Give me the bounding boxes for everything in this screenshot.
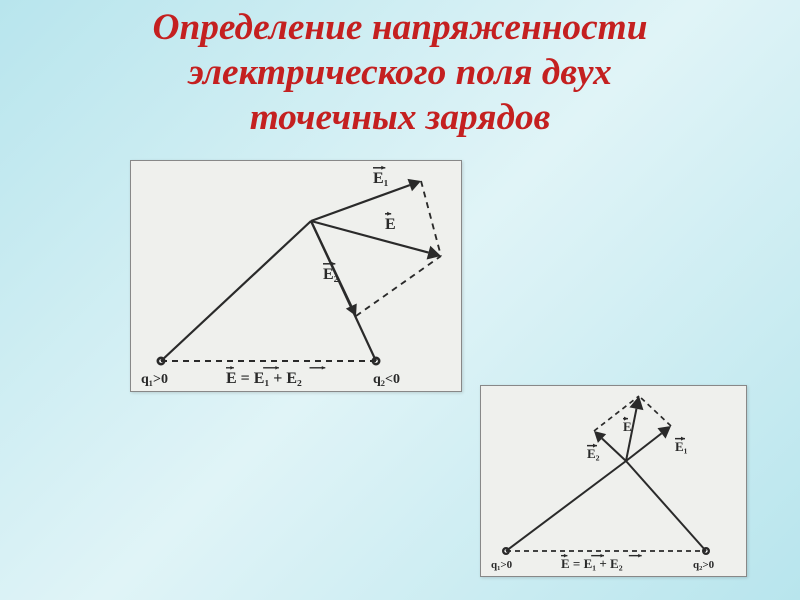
svg-text:q₂>0: q₂>0	[693, 559, 715, 571]
title-line-2: электрического поля двух	[0, 51, 800, 96]
title-line-3: точечных зарядов	[0, 96, 800, 141]
diagram-right: q₁>0 q₂>0 E₁ E₂ E E = E₁ + E₂	[480, 385, 747, 577]
svg-text:E₂: E₂	[323, 266, 339, 283]
svg-text:E: E	[385, 216, 396, 233]
diagram-left: q₁>0 q₂<0 E₁ E₂ E E = E₁ + E₂	[130, 160, 462, 392]
svg-text:E = E₁ + E₂: E = E₁ + E₂	[226, 370, 302, 387]
svg-text:q₁>0: q₁>0	[491, 559, 513, 571]
svg-text:q₁>0: q₁>0	[141, 372, 168, 387]
svg-text:E₁: E₁	[373, 170, 389, 187]
title-line-1: Определение напряженности	[0, 6, 800, 51]
svg-text:E₁: E₁	[675, 439, 688, 454]
svg-text:E₂: E₂	[587, 446, 600, 461]
page-title: Определение напряженности электрического…	[0, 0, 800, 140]
svg-text:E: E	[623, 419, 632, 434]
svg-text:q₂<0: q₂<0	[373, 372, 400, 387]
svg-text:E = E₁ + E₂: E = E₁ + E₂	[561, 556, 623, 571]
